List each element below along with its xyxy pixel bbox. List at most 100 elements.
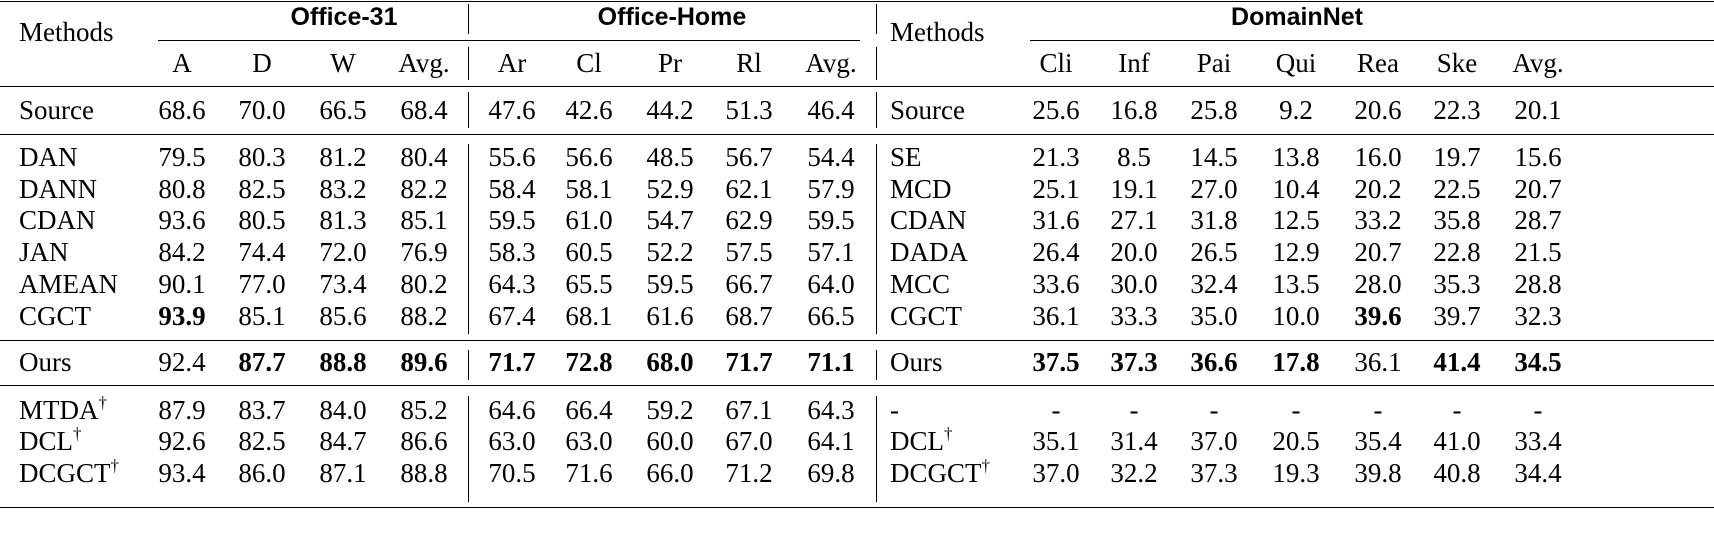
- column-header: Qui: [1275, 48, 1317, 78]
- table-cell: 65.5: [565, 269, 613, 299]
- table-cell: -: [1373, 395, 1383, 425]
- table-cell: -: [1452, 395, 1462, 425]
- table-cell: 58.3: [488, 237, 536, 267]
- table-cell: 56.7: [725, 142, 773, 172]
- table-cell: 25.1: [1032, 174, 1080, 204]
- table-cell: 35.3: [1433, 269, 1481, 299]
- dagger-mark: †: [110, 456, 120, 475]
- table-cell: 20.6: [1354, 95, 1402, 125]
- method-name: DADA: [890, 235, 968, 269]
- table-cell: 87.7: [238, 347, 286, 377]
- table-cell: 13.5: [1272, 269, 1320, 299]
- table-cell: 60.0: [646, 426, 694, 456]
- table-cell: 70.0: [238, 95, 286, 125]
- group-header: Office-31: [290, 3, 398, 31]
- table-cell: 20.5: [1272, 426, 1320, 456]
- table-cell: 81.3: [319, 205, 367, 235]
- table-cell: 9.2: [1279, 95, 1313, 125]
- table-cell: 41.0: [1433, 426, 1481, 456]
- table-cell: 42.6: [565, 95, 613, 125]
- table-cell: 10.4: [1272, 174, 1320, 204]
- table-cell: 52.9: [646, 174, 694, 204]
- column-header: D: [252, 48, 272, 78]
- table-cell: 55.6: [488, 142, 536, 172]
- table-cell: 22.3: [1433, 95, 1481, 125]
- method-name: Ours: [890, 345, 943, 379]
- table-cell: 25.8: [1190, 95, 1238, 125]
- column-header: A: [172, 48, 192, 78]
- dagger-mark: †: [73, 424, 82, 443]
- group-underline: [1030, 40, 1714, 41]
- column-separator: [468, 144, 469, 334]
- table-cell: 92.4: [158, 347, 206, 377]
- table-cell: 59.5: [807, 205, 855, 235]
- method-name: DAN: [19, 140, 78, 174]
- dagger-mark: †: [981, 456, 991, 475]
- table-cell: 54.4: [807, 142, 855, 172]
- method-label: MTDA: [19, 395, 99, 425]
- method-name: MCD: [890, 172, 952, 206]
- table-cell: 84.7: [319, 426, 367, 456]
- column-header: Avg.: [805, 48, 857, 78]
- table-cell: 33.4: [1514, 426, 1562, 456]
- table-cell: 20.2: [1354, 174, 1402, 204]
- table-cell: 71.7: [725, 347, 773, 377]
- table-cell: -: [1533, 395, 1543, 425]
- column-header: Cli: [1039, 48, 1073, 78]
- table-cell: 60.5: [565, 237, 613, 267]
- table-cell: 85.6: [319, 301, 367, 331]
- method-label: MCD: [890, 174, 952, 204]
- table-cell: 57.9: [807, 174, 855, 204]
- table-cell: 88.2: [400, 301, 448, 331]
- table-cell: 33.6: [1032, 269, 1080, 299]
- table-cell: 34.4: [1514, 458, 1562, 488]
- table-cell: 20.0: [1110, 237, 1158, 267]
- method-name: CDAN: [19, 203, 96, 237]
- table-cell: 64.1: [807, 426, 855, 456]
- methods-header: Methods: [19, 17, 114, 47]
- table-cell: 83.7: [238, 395, 286, 425]
- method-name: SE: [890, 140, 922, 174]
- method-name: MCC: [890, 267, 950, 301]
- table-cell: 21.3: [1032, 142, 1080, 172]
- table-cell: 32.4: [1190, 269, 1238, 299]
- method-name: DCGCT†: [19, 456, 119, 490]
- method-name: DCGCT†: [890, 456, 990, 490]
- table-cell: 36.1: [1032, 301, 1080, 331]
- table-cell: 31.8: [1190, 205, 1238, 235]
- table-cell: 68.0: [646, 347, 694, 377]
- method-label: Ours: [890, 347, 943, 377]
- table-cell: -: [1291, 395, 1301, 425]
- method-label: CGCT: [890, 301, 963, 331]
- table-cell: 86.6: [400, 426, 448, 456]
- header-rule: [0, 86, 1714, 87]
- table-cell: 37.3: [1190, 458, 1238, 488]
- column-separator: [876, 92, 877, 128]
- table-cell: 82.5: [238, 174, 286, 204]
- table-cell: 70.5: [488, 458, 536, 488]
- table-cell: 58.4: [488, 174, 536, 204]
- column-header: Avg.: [1512, 48, 1564, 78]
- method-label: Ours: [19, 347, 72, 377]
- method-label: CDAN: [19, 205, 96, 235]
- table-cell: 93.9: [158, 301, 206, 331]
- table-cell: 48.5: [646, 142, 694, 172]
- methods-header: Methods: [890, 17, 985, 47]
- table-cell: 83.2: [319, 174, 367, 204]
- table-cell: 33.3: [1110, 301, 1158, 331]
- table-cell: 46.4: [807, 95, 855, 125]
- method-name: Source: [890, 93, 965, 127]
- column-header: Rea: [1357, 48, 1399, 78]
- table-cell: 68.1: [565, 301, 613, 331]
- table-cell: 37.0: [1190, 426, 1238, 456]
- table-cell: 68.7: [725, 301, 773, 331]
- method-label: DCL: [890, 426, 944, 456]
- method-label: DCGCT: [890, 458, 982, 488]
- table-cell: 80.8: [158, 174, 206, 204]
- table-cell: 85.2: [400, 395, 448, 425]
- column-header: Pr: [657, 48, 683, 78]
- method-label: JAN: [19, 237, 69, 267]
- table-cell: 25.6: [1032, 95, 1080, 125]
- table-cell: 30.0: [1110, 269, 1158, 299]
- column-separator: [876, 396, 877, 502]
